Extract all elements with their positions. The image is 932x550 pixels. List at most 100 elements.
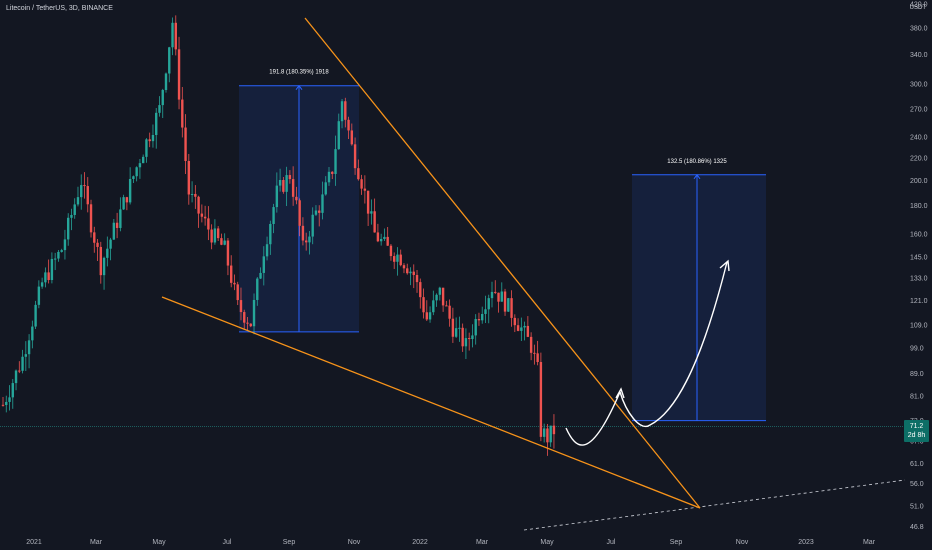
candle-body	[526, 325, 530, 337]
candle-body	[357, 168, 360, 180]
candle-body	[379, 238, 383, 242]
x-tick-label: Mar	[90, 539, 103, 546]
candle-body	[269, 223, 272, 245]
candle-body	[5, 401, 8, 406]
measure-label: 132.5 (180.86%) 1325	[667, 159, 727, 165]
candle-body	[451, 318, 455, 337]
candle-body	[386, 236, 389, 246]
candle-body	[536, 353, 539, 363]
candle-body	[321, 194, 324, 213]
candle-body	[353, 144, 357, 169]
bar-countdown: 2d 8h	[907, 432, 926, 439]
candle-body	[11, 383, 14, 398]
candle-body	[419, 282, 422, 298]
candle-body	[138, 163, 142, 168]
candle-body	[503, 291, 507, 312]
x-tick-label: Sep	[670, 539, 683, 546]
candle-body	[203, 216, 207, 219]
x-tick-label: Mar	[863, 539, 876, 546]
x-tick-label: Jul	[223, 539, 232, 546]
candle-body	[383, 236, 386, 239]
candle-body	[60, 250, 63, 252]
projection-arrow-path	[565, 261, 728, 446]
x-tick-label: 2021	[26, 539, 42, 546]
candle-body	[141, 156, 145, 164]
x-tick-label: Jul	[607, 539, 616, 546]
lower-trendline	[161, 296, 701, 509]
candle-body	[76, 197, 80, 205]
y-tick-label: 81.0	[910, 393, 924, 400]
y-tick-label: 56.0	[910, 481, 924, 488]
candle-body	[389, 245, 393, 257]
measure-arrowhead	[295, 84, 303, 91]
candle-body	[487, 298, 490, 310]
candle-body	[549, 425, 552, 443]
y-tick-label: 46.8	[910, 524, 924, 531]
candle-body	[542, 428, 546, 437]
y-tick-label: 240.0	[910, 135, 928, 142]
y-tick-label: 133.0	[910, 275, 928, 282]
candle-body	[236, 284, 239, 301]
projection-arrowhead-final	[719, 259, 730, 272]
candle-body	[239, 300, 243, 313]
candle-body	[366, 190, 370, 214]
candle-body	[474, 319, 477, 336]
candle-body	[164, 73, 168, 91]
candle-body	[184, 127, 187, 161]
candle-body	[27, 340, 31, 355]
candle-body	[275, 185, 279, 208]
candle-body	[197, 196, 200, 214]
candle-body	[484, 309, 487, 314]
y-tick-label: 145.0	[910, 255, 928, 262]
y-tick-label: 51.0	[910, 504, 924, 511]
candle-body	[40, 282, 44, 287]
candle-body	[148, 139, 151, 142]
candle-body	[393, 256, 396, 262]
x-tick-label: 2023	[798, 539, 814, 546]
measure-box	[632, 174, 766, 421]
candle-body	[115, 222, 119, 228]
candle-body	[99, 246, 102, 276]
candle-body	[406, 268, 409, 274]
candle-body	[187, 160, 191, 195]
candle-body	[533, 352, 536, 354]
candle-body	[318, 210, 321, 213]
candle-body	[102, 257, 106, 276]
candle-body	[412, 271, 415, 275]
candle-body	[409, 271, 412, 274]
candle-body	[467, 338, 471, 340]
candle-body	[422, 297, 425, 313]
candle-body	[481, 313, 484, 321]
y-tick-label: 200.0	[910, 178, 928, 185]
candle-body	[265, 244, 269, 257]
candle-body	[415, 274, 419, 283]
candle-body	[396, 254, 399, 262]
candle-body	[291, 179, 295, 197]
dashed-extension-line	[523, 479, 906, 531]
projection-arrowhead-first	[615, 387, 625, 399]
candle-body	[428, 312, 432, 320]
candle-body	[8, 397, 11, 402]
y-tick-label: 99.0	[910, 346, 924, 353]
candle-body	[308, 236, 311, 243]
candle-body	[458, 327, 461, 329]
candle-body	[223, 240, 226, 245]
candle-body	[497, 292, 500, 302]
x-tick-label: May	[152, 539, 166, 546]
candle-body	[347, 119, 350, 131]
candle-body	[432, 300, 435, 313]
candle-body	[327, 171, 331, 183]
candle-body	[125, 197, 129, 203]
candle-body	[145, 139, 148, 157]
y-tick-label: 300.0	[910, 82, 928, 89]
candle-body	[539, 362, 543, 437]
candle-body	[57, 251, 60, 259]
candle-body	[158, 105, 161, 113]
candle-body	[337, 121, 340, 150]
candle-body	[73, 204, 76, 215]
candle-body	[425, 312, 428, 320]
candle-body	[109, 239, 112, 249]
candle-body	[181, 99, 184, 128]
